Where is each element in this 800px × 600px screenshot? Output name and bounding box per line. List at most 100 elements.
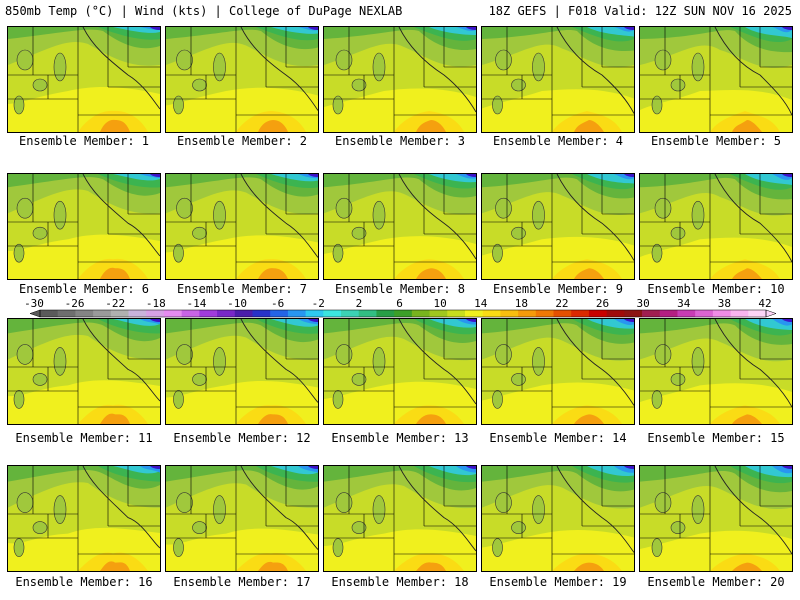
colorbar-swatch [730, 310, 749, 317]
colorbar-swatch [482, 310, 501, 317]
ensemble-member-map [481, 173, 635, 280]
ensemble-member-map [7, 173, 161, 280]
temperature-map [8, 466, 160, 571]
ensemble-member-map [7, 318, 161, 425]
colorbar-swatch [110, 310, 129, 317]
ensemble-member-map [639, 173, 793, 280]
colorbar-swatch [323, 310, 342, 317]
ensemble-member-map [323, 318, 477, 425]
colorbar-tick-label: 26 [596, 297, 609, 310]
colorbar-swatch [252, 310, 271, 317]
ensemble-member-map [165, 318, 319, 425]
temperature-map [166, 319, 318, 424]
colorbar-swatch [146, 310, 165, 317]
colorbar-swatch [535, 310, 554, 317]
ensemble-member-map [165, 26, 319, 133]
ensemble-member-map [323, 465, 477, 572]
colorbar-swatch [677, 310, 696, 317]
temperature-map [8, 174, 160, 279]
colorbar-swatch [199, 310, 218, 317]
ensemble-member-label: Ensemble Member: 17 [173, 575, 311, 589]
colorbar-arrow [29, 309, 41, 318]
ensemble-member-label: Ensemble Member: 13 [331, 431, 469, 445]
colorbar-swatch [500, 310, 519, 317]
ensemble-member-label: Ensemble Member: 4 [492, 134, 624, 148]
colorbar-swatch [394, 310, 413, 317]
ensemble-member-label: Ensemble Member: 20 [647, 575, 785, 589]
ensemble-member-label: Ensemble Member: 12 [173, 431, 311, 445]
colorbar-tick-label: 42 [758, 297, 771, 310]
ensemble-member-label: Ensemble Member: 15 [647, 431, 785, 445]
colorbar-tick-label: 18 [515, 297, 528, 310]
colorbar-swatch [341, 310, 360, 317]
ensemble-member-label: Ensemble Member: 1 [18, 134, 150, 148]
colorbar-tick-label: 6 [396, 297, 403, 310]
temperature-map [482, 319, 634, 424]
colorbar-tick-label: 38 [718, 297, 731, 310]
chart-title: 850mb Temp (°C) | Wind (kts) | College o… [5, 4, 403, 18]
temperature-map [482, 174, 634, 279]
temperature-map [166, 466, 318, 571]
ensemble-member-label: Ensemble Member: 19 [489, 575, 627, 589]
ensemble-member-map [323, 26, 477, 133]
temperature-map [324, 174, 476, 279]
colorbar-arrow [765, 309, 777, 318]
colorbar-swatch [163, 310, 183, 317]
colorbar-swatch [748, 310, 767, 317]
ensemble-member-label: Ensemble Member: 5 [650, 134, 782, 148]
colorbar-tick-label: 30 [637, 297, 650, 310]
colorbar-tick-label: 22 [555, 297, 568, 310]
colorbar-swatch [75, 310, 94, 317]
colorbar-swatch [695, 310, 714, 317]
temperature-map [324, 466, 476, 571]
colorbar-swatch [217, 310, 236, 317]
colorbar-swatch [57, 310, 76, 317]
colorbar-tick-label: 2 [356, 297, 363, 310]
ensemble-member-label: Ensemble Member: 8 [334, 282, 466, 296]
colorbar-swatch [128, 310, 147, 317]
temperature-colorbar: -30 -26 -22 -18 -14 -10 -6 -2 2 6 10 14 18 22 26 30 34 38… [24, 297, 777, 318]
colorbar-tick-label: -22 [105, 297, 125, 310]
colorbar-swatch [429, 310, 448, 317]
colorbar-tick-label: 14 [474, 297, 488, 310]
temperature-map [324, 319, 476, 424]
ensemble-member-map [481, 26, 635, 133]
ensemble-member-label: Ensemble Member: 2 [176, 134, 308, 148]
colorbar-swatch [181, 310, 200, 317]
colorbar-swatch [305, 310, 324, 317]
colorbar-swatch [376, 310, 395, 317]
colorbar-tick-label: -6 [271, 297, 284, 310]
colorbar-swatch [234, 310, 253, 317]
colorbar-swatch [571, 310, 590, 317]
ensemble-member-label: Ensemble Member: 7 [176, 282, 308, 296]
ensemble-member-map [165, 173, 319, 280]
colorbar-swatch [270, 310, 289, 317]
colorbar-swatch [588, 310, 608, 317]
colorbar-swatch [464, 310, 484, 317]
ensemble-member-map [639, 465, 793, 572]
colorbar-swatch [411, 310, 430, 317]
ensemble-member-map [481, 318, 635, 425]
colorbar-swatch [93, 310, 112, 317]
colorbar-tick-label: -30 [24, 297, 44, 310]
colorbar-swatch [642, 310, 661, 317]
ensemble-member-label: Ensemble Member: 3 [334, 134, 466, 148]
colorbar-swatch [358, 310, 377, 317]
colorbar-tick-label: 10 [433, 297, 446, 310]
colorbar-swatch [624, 310, 643, 317]
colorbar-tick-label: -26 [65, 297, 85, 310]
colorbar-swatch [553, 310, 572, 317]
colorbar-frame [39, 309, 767, 318]
temperature-map [324, 27, 476, 132]
ensemble-member-map [639, 26, 793, 133]
ensemble-member-label: Ensemble Member: 18 [331, 575, 469, 589]
colorbar-tick-label: -10 [227, 297, 247, 310]
temperature-map [640, 466, 792, 571]
ensemble-member-label: Ensemble Member: 14 [489, 431, 627, 445]
temperature-map [166, 27, 318, 132]
colorbar-swatch [287, 310, 307, 317]
ensemble-member-map [7, 465, 161, 572]
temperature-map [640, 174, 792, 279]
ensemble-member-map [481, 465, 635, 572]
temperature-map [166, 174, 318, 279]
